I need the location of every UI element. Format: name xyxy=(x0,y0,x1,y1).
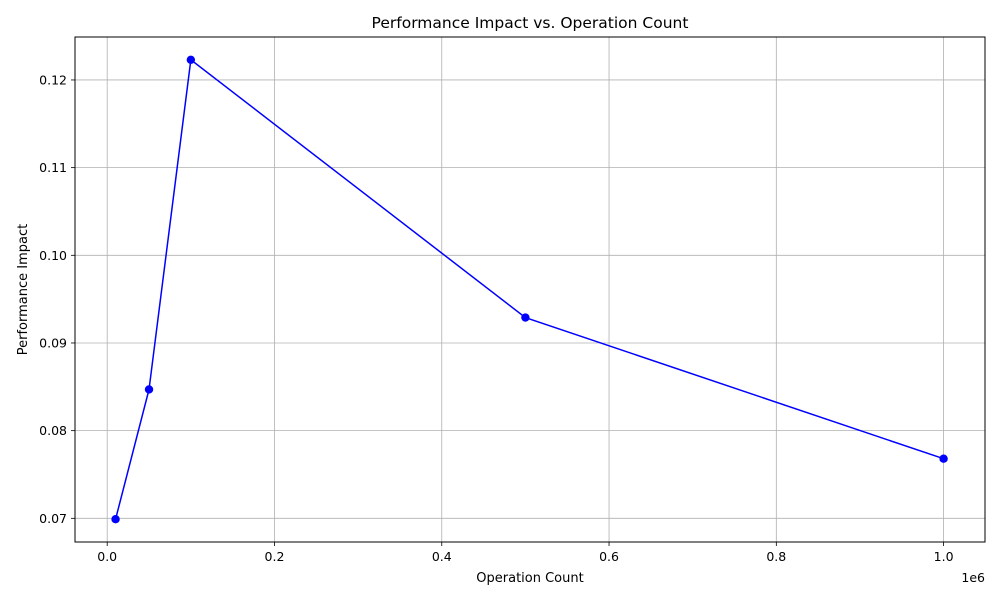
y-axis: 0.07 0.08 0.09 0.10 0.11 0.12 xyxy=(39,72,75,526)
x-tick-label: 0.4 xyxy=(432,549,452,564)
grid-lines xyxy=(75,37,985,542)
y-tick-label: 0.07 xyxy=(39,511,67,526)
y-tick-label: 0.08 xyxy=(39,423,67,438)
x-axis-label: Operation Count xyxy=(476,571,583,586)
y-axis-label: Performance Impact xyxy=(16,224,31,355)
plot-frame xyxy=(74,36,986,543)
chart-title: Performance Impact vs. Operation Count xyxy=(372,14,689,32)
series-group xyxy=(111,55,948,524)
x-tick-label: 0.6 xyxy=(599,549,619,564)
y-tick-label: 0.10 xyxy=(39,248,67,263)
y-tick-label: 0.11 xyxy=(39,160,67,175)
plot-area xyxy=(75,37,985,542)
x-tick-label: 0.2 xyxy=(265,549,285,564)
data-point xyxy=(521,313,530,322)
y-tick-label: 0.12 xyxy=(39,72,67,87)
data-point xyxy=(186,55,196,64)
data-point xyxy=(111,515,120,524)
data-point xyxy=(939,454,948,463)
data-point xyxy=(144,385,154,394)
x-tick-label: 0.0 xyxy=(97,549,117,564)
y-tick-label: 0.09 xyxy=(39,335,67,350)
x-tick-label: 0.8 xyxy=(766,549,786,564)
x-axis: 0.0 0.2 0.4 0.6 0.8 1.0 xyxy=(97,542,954,564)
x-tick-label: 1.0 xyxy=(934,549,954,564)
x-offset-text: 1e6 xyxy=(961,570,985,585)
